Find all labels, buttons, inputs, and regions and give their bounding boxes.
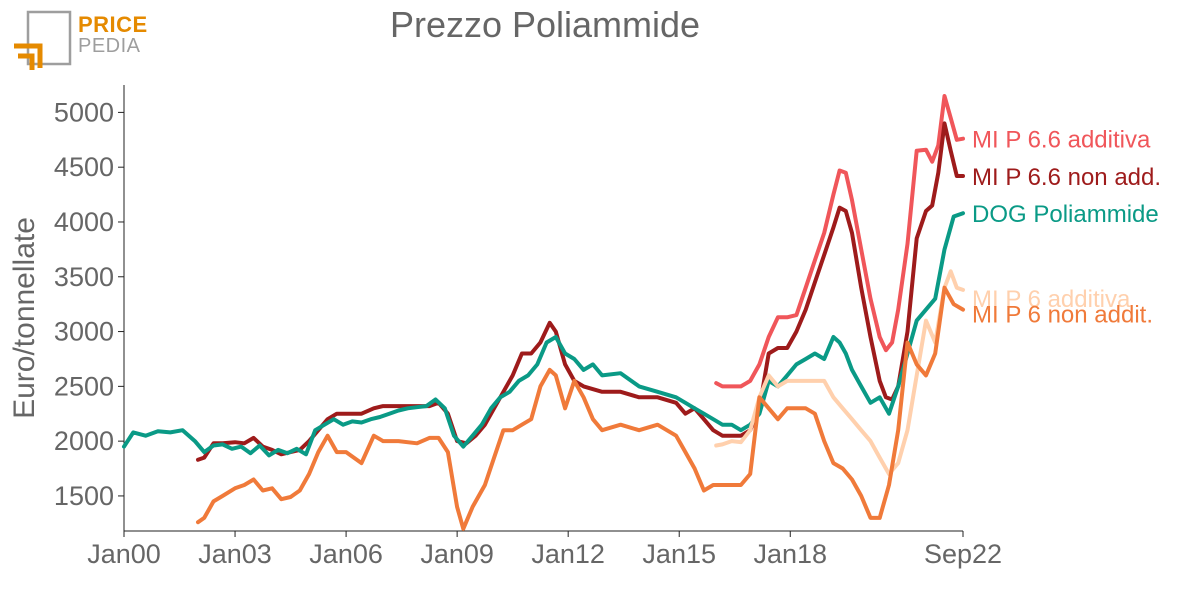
series-labels: MI P 6.6 additiva MI P 6.6 non add. DOG Po… xyxy=(972,127,1161,329)
series-line-1 xyxy=(196,121,965,462)
chart-title: Prezzo Poliammide xyxy=(389,4,701,45)
y-tick-label: 4000 xyxy=(54,207,114,237)
x-tick-label: Jan09 xyxy=(420,539,494,569)
series-line-0 xyxy=(714,94,965,389)
logo-text-price: PRICE xyxy=(78,12,148,37)
logo-text-pedia: PEDIA xyxy=(78,35,141,57)
series-line-4 xyxy=(196,285,965,531)
x-tick-label: Jan15 xyxy=(642,539,716,569)
x-tick-label: Jan12 xyxy=(531,539,605,569)
y-tick-label: 2000 xyxy=(54,426,114,456)
y-tick-label: 1500 xyxy=(54,481,114,511)
y-tick-label: 3500 xyxy=(54,262,114,292)
y-tick-label: 2500 xyxy=(54,371,114,401)
y-tick-label: 3000 xyxy=(54,317,114,347)
series-line-2 xyxy=(122,211,965,458)
x-tick-label: Sep22 xyxy=(924,539,1002,569)
series-label-2: DOG Poliammide xyxy=(972,201,1159,228)
x-tick-label: Jan00 xyxy=(87,539,161,569)
y-tick-label: 5000 xyxy=(54,97,114,127)
x-tick-label: Jan06 xyxy=(309,539,383,569)
y-axis-title: Euro/tonnellate xyxy=(8,217,41,419)
x-tick-label: Jan18 xyxy=(753,539,827,569)
series-layer xyxy=(122,94,965,531)
logo-mark-icon xyxy=(14,10,72,70)
series-label-0: MI P 6.6 additiva xyxy=(972,127,1151,154)
series-label-1: MI P 6.6 non add. xyxy=(972,164,1161,191)
pricepedia-logo: PRICE PEDIA xyxy=(14,8,149,74)
chart-axes: 1500 2000 2500 3000 3500 4000 4500 5000 Jan00 Jan… xyxy=(8,85,1002,569)
y-tick-label: 4500 xyxy=(54,152,114,182)
series-label-3: MI P 6 additiva xyxy=(972,286,1131,313)
series-label-4: MI P 6 non addit. xyxy=(972,302,1153,329)
x-tick-label: Jan03 xyxy=(198,539,272,569)
